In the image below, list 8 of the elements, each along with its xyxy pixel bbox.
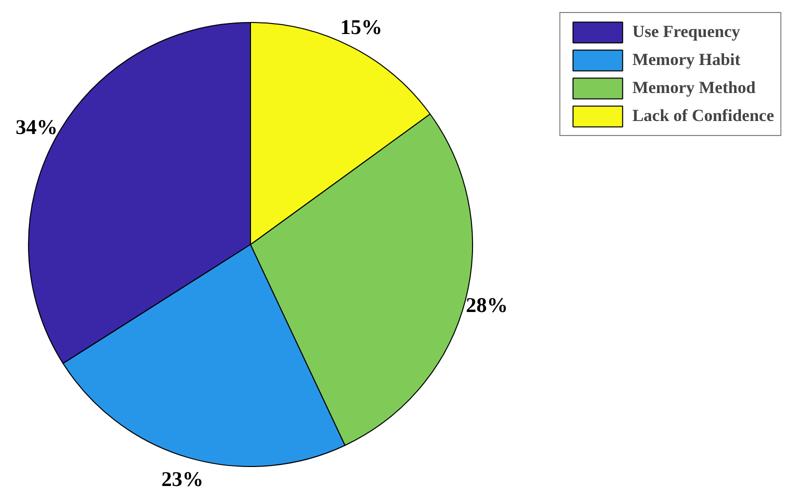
data-label: 23% xyxy=(161,466,204,491)
legend-label: Memory Habit xyxy=(632,49,740,71)
legend-label: Lack of Confidence xyxy=(632,105,774,127)
data-label: 28% xyxy=(466,293,508,318)
legend-label: Use Frequency xyxy=(632,21,740,43)
legend-label: Memory Method xyxy=(632,77,756,99)
data-label: 34% xyxy=(16,114,58,139)
data-label: 15% xyxy=(340,15,382,40)
